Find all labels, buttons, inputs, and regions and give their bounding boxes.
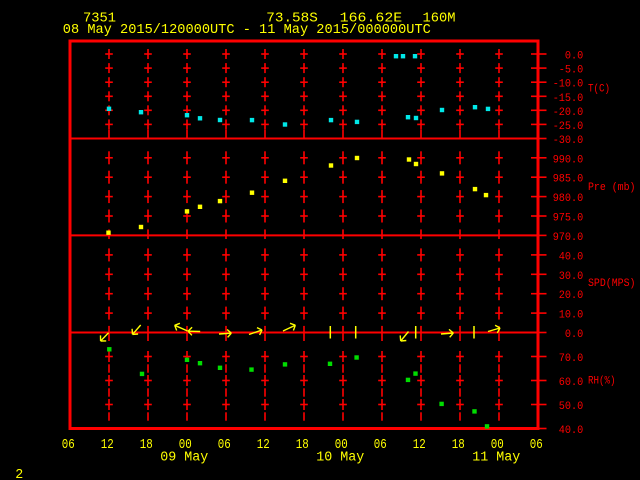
svg-text:0.0: 0.0 bbox=[565, 51, 583, 63]
svg-text:00: 00 bbox=[335, 438, 348, 453]
svg-text:08 May 2015/120000UTC - 11 May: 08 May 2015/120000UTC - 11 May 2015/0000… bbox=[63, 23, 431, 38]
svg-text:73.58S: 73.58S bbox=[266, 12, 318, 27]
svg-text:06: 06 bbox=[62, 438, 75, 453]
svg-text:50.0: 50.0 bbox=[559, 401, 584, 413]
svg-text:20.0: 20.0 bbox=[559, 290, 584, 302]
svg-text:Pre (mb): Pre (mb) bbox=[588, 182, 636, 194]
svg-text:7351: 7351 bbox=[83, 12, 116, 27]
svg-text:-5.0: -5.0 bbox=[559, 65, 584, 77]
svg-text:T(C): T(C) bbox=[588, 84, 610, 96]
svg-text:18: 18 bbox=[296, 438, 309, 453]
svg-text:10 May: 10 May bbox=[316, 451, 364, 466]
svg-text:00: 00 bbox=[179, 438, 192, 453]
svg-text:166.62E: 166.62E bbox=[340, 12, 403, 27]
svg-text:06: 06 bbox=[218, 438, 231, 453]
svg-text:60.0: 60.0 bbox=[559, 377, 584, 389]
svg-text:10.0: 10.0 bbox=[559, 310, 584, 322]
svg-text:RH(%): RH(%) bbox=[588, 376, 616, 388]
svg-text:-10.0: -10.0 bbox=[553, 79, 584, 91]
svg-text:-15.0: -15.0 bbox=[553, 93, 584, 105]
svg-text:09 May: 09 May bbox=[160, 451, 208, 466]
svg-text:160M: 160M bbox=[423, 12, 456, 27]
svg-text:40.0: 40.0 bbox=[559, 425, 584, 437]
svg-text:970.0: 970.0 bbox=[553, 232, 584, 244]
svg-text:06: 06 bbox=[374, 438, 387, 453]
svg-text:70.0: 70.0 bbox=[559, 353, 584, 365]
svg-text:18: 18 bbox=[452, 438, 465, 453]
svg-text:06: 06 bbox=[530, 438, 543, 453]
svg-text:980.0: 980.0 bbox=[553, 193, 584, 205]
svg-text:11 May: 11 May bbox=[472, 451, 520, 466]
svg-text:30.0: 30.0 bbox=[559, 271, 584, 283]
svg-text:2: 2 bbox=[15, 468, 23, 480]
svg-text:-25.0: -25.0 bbox=[553, 121, 584, 133]
svg-text:975.0: 975.0 bbox=[553, 213, 584, 225]
svg-text:-30.0: -30.0 bbox=[553, 135, 584, 147]
svg-text:-20.0: -20.0 bbox=[553, 107, 584, 119]
svg-text:985.0: 985.0 bbox=[553, 174, 584, 186]
svg-text:0.0: 0.0 bbox=[565, 329, 583, 341]
svg-text:12: 12 bbox=[413, 438, 426, 453]
svg-text:990.0: 990.0 bbox=[553, 154, 584, 166]
svg-text:12: 12 bbox=[257, 438, 270, 453]
svg-text:18: 18 bbox=[140, 438, 153, 453]
svg-text:00: 00 bbox=[491, 438, 504, 453]
svg-text:12: 12 bbox=[101, 438, 114, 453]
svg-text:SPD(MPS): SPD(MPS) bbox=[588, 278, 636, 290]
svg-text:40.0: 40.0 bbox=[559, 251, 584, 263]
